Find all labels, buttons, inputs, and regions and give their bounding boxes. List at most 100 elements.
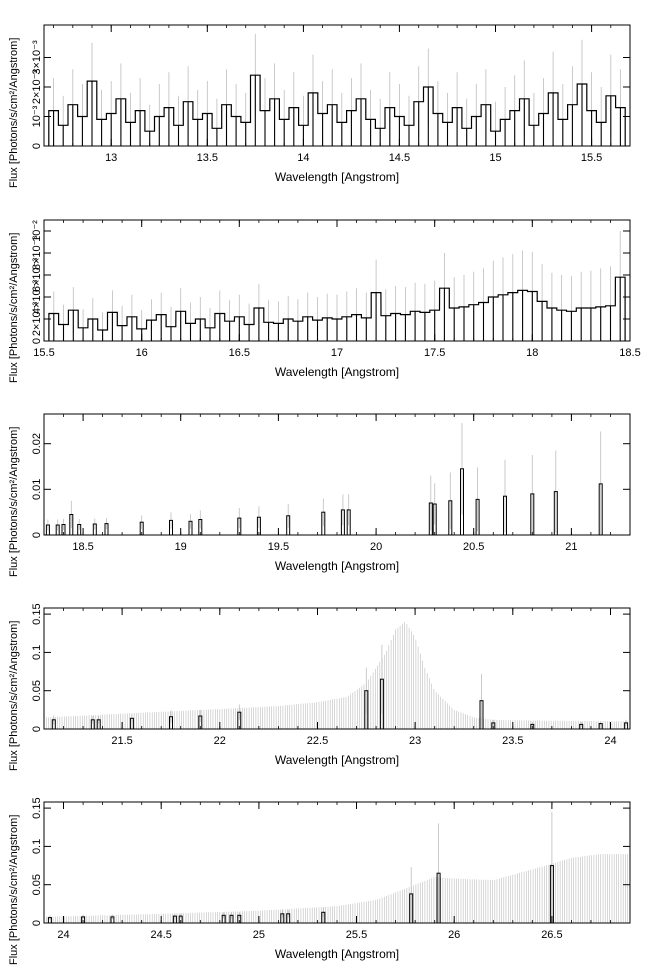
x-axis: 18.5 19 19.5 20 20.5 21 [43, 414, 611, 553]
y-tick-label: 10⁻³ [31, 105, 43, 127]
x-tick-label: 26 [448, 929, 460, 941]
data-bar [579, 723, 584, 729]
data-step-line [48, 74, 626, 146]
x-tick-label: 22 [214, 735, 226, 747]
y-tick-label: 0.05 [31, 680, 43, 701]
data-bar [139, 521, 144, 535]
x-tick-label: 16 [136, 347, 148, 359]
data-bar [321, 511, 326, 535]
y-tick-label: 0.15 [31, 603, 43, 624]
data-bar [436, 872, 441, 923]
data-bar [198, 715, 203, 729]
data-bar [491, 722, 496, 729]
x-tick-label: 23.5 [502, 735, 523, 747]
data-bar [169, 519, 173, 535]
x-tick-label: 14.5 [389, 152, 410, 164]
data-bar [530, 723, 535, 729]
x-tick-label: 16.5 [229, 347, 250, 359]
x-tick-label: 20.5 [463, 541, 484, 553]
data-bar [379, 678, 384, 729]
x-axis-label: Wavelength [Angstrom] [274, 365, 400, 379]
x-tick-label: 17.5 [424, 347, 445, 359]
spectrum-panel-4: 21.5 22 22.5 23 23.5 24 0 0.05 0.1 0.15 Wavelength… [0, 0, 653, 771]
x-axis-label: Wavelength [Angstrom] [274, 947, 400, 961]
error-envelope [44, 854, 630, 923]
x-tick-label: 25 [253, 929, 265, 941]
data-bar [61, 524, 66, 535]
y-tick-label: 0.01 [31, 479, 43, 500]
x-tick-label: 13 [105, 152, 117, 164]
data-bar [409, 893, 414, 923]
spectrum-panel-3: 18.5 19 19.5 20 20.5 21 0 0.01 0.02 Wavelength [A… [0, 0, 653, 577]
data-bar [169, 716, 173, 729]
data-bar [624, 722, 629, 729]
y-axis: 02×10⁻³4×10⁻³6×10⁻³8×10⁻³10⁻² [31, 220, 630, 344]
error-envelope [44, 622, 630, 729]
x-axis-label: Wavelength [Angstrom] [274, 753, 400, 767]
x-tick-label: 17 [331, 347, 343, 359]
x-tick-label: 15.5 [581, 152, 602, 164]
y-tick-label: 0 [31, 143, 43, 149]
x-tick-label: 23 [409, 735, 421, 747]
x-axis-label: Wavelength [Angstrom] [274, 559, 400, 573]
y-tick-label: 8×10⁻³ [31, 236, 43, 271]
y-axis: 0 0.05 0.1 0.15 [31, 797, 630, 926]
y-tick-label: 2×10⁻³ [31, 70, 43, 105]
x-tick-label: 26.5 [541, 929, 562, 941]
data-bar [503, 495, 507, 535]
y-tick-label: 0 [31, 920, 43, 926]
spectrum-panel-1: 13 13.5 14 14.5 15 15.5 0 10⁻³ 2×10⁻³ 3×10⁻³ Wavel… [0, 0, 653, 194]
x-tick-label: 19.5 [268, 541, 289, 553]
data-bar [110, 916, 115, 923]
y-tick-label: 0 [31, 338, 43, 344]
plot-frame [43, 24, 631, 147]
data-bar [553, 491, 558, 535]
x-tick-label: 13.5 [197, 152, 218, 164]
data-bar [81, 916, 86, 923]
x-tick-label: 21.5 [111, 735, 132, 747]
data-bar [432, 503, 437, 535]
x-tick-label: 19 [175, 541, 187, 553]
x-tick-label: 20 [370, 541, 382, 553]
data-bar [45, 524, 50, 535]
data-series [48, 74, 626, 146]
y-tick-label: 6×10⁻³ [31, 258, 43, 293]
y-axis-label: Flux [Photons/s/cm²/Angstrom] [8, 814, 20, 965]
x-tick-label: 25.5 [346, 929, 367, 941]
plot-area [44, 622, 630, 729]
x-axis: 15.5 16 16.5 17 17.5 18 18.5 [33, 220, 641, 359]
y-axis: 0 0.05 0.1 0.15 [31, 603, 630, 732]
y-tick-label: 0.1 [31, 645, 43, 660]
plot-area [44, 812, 630, 923]
y-tick-label: 0.02 [31, 433, 43, 454]
x-tick-label: 14 [297, 152, 309, 164]
data-bar [256, 516, 261, 535]
y-tick-label: 0.05 [31, 874, 43, 895]
spectrum-panel-2: 15.5 16 16.5 17 17.5 18 18.5 0 2×10⁻³ 4×10⁻³ 6×10⁻… [0, 0, 653, 383]
x-tick-label: 18.5 [72, 541, 93, 553]
y-axis: 0 0.01 0.02 [31, 433, 630, 538]
x-tick-label: 22.5 [307, 735, 328, 747]
data-bar [55, 524, 60, 535]
x-axis-label: Wavelength [Angstrom] [274, 170, 400, 184]
x-axis: 21.5 22 22.5 23 23.5 24 [43, 608, 617, 747]
data-bar [77, 524, 82, 535]
x-tick-label: 24.5 [150, 929, 171, 941]
y-tick-label: 0 [31, 532, 43, 538]
data-bar [69, 514, 74, 535]
y-tick-label: 0 [31, 726, 43, 732]
x-tick-label: 18 [526, 347, 538, 359]
x-tick-label: 21 [565, 541, 577, 553]
x-tick-label: 24 [604, 735, 616, 747]
data-bar [237, 711, 242, 729]
y-tick-label: 2×10⁻³ [31, 302, 43, 337]
y-tick-label: 4×10⁻³ [31, 280, 43, 315]
y-tick-label: 10⁻² [31, 220, 43, 242]
data-bar [198, 519, 203, 535]
